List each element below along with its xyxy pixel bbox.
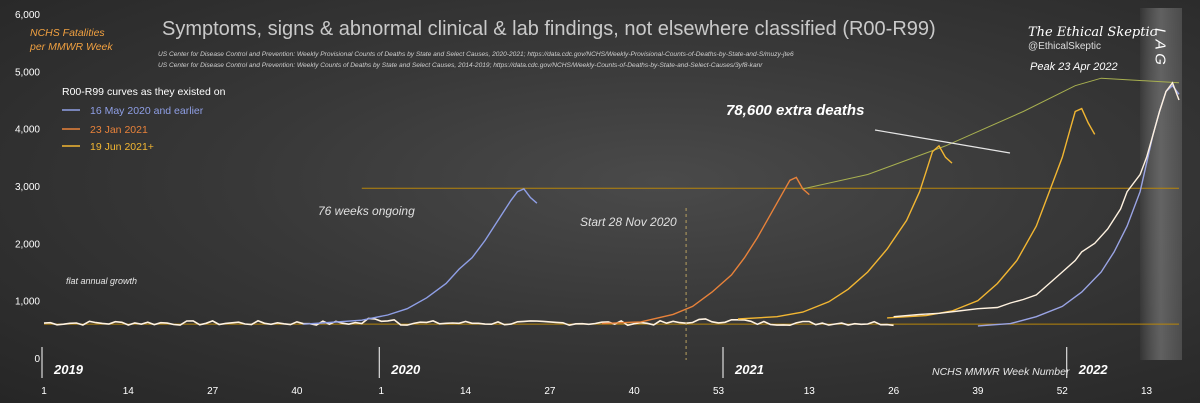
extra-deaths-pointer <box>874 129 1011 154</box>
x-tick-label: 52 <box>1057 386 1069 397</box>
y-axis: 0 1,000 2,000 3,000 4,000 5,000 6,000 <box>15 10 40 365</box>
legend-title: R00-R99 curves as they existed on <box>62 86 226 98</box>
reference-lines <box>44 77 1180 325</box>
x-tick-label: 26 <box>888 386 900 397</box>
x-tick-label: 40 <box>291 386 303 397</box>
brand-name: The Ethical Skeptic <box>1028 25 1158 40</box>
trend-line <box>802 77 1180 190</box>
x-tick-label: 1 <box>378 386 384 397</box>
source-line-2: US Center for Disease Control and Preven… <box>158 62 763 69</box>
lag-band <box>1140 8 1182 360</box>
chart-title: Symptoms, signs & abnormal clinical & la… <box>162 18 936 40</box>
series-line-1 <box>303 188 538 325</box>
legend-entry-3: 19 Jun 2021+ <box>90 141 154 153</box>
year-label: 2022 <box>1078 362 1109 377</box>
x-tick-label: 13 <box>1141 386 1153 397</box>
start-annotation: Start 28 Nov 2020 <box>580 215 677 229</box>
x-tick-label: 39 <box>972 386 984 397</box>
y-axis-label-2: per MMWR Week <box>29 41 113 53</box>
x-axis-label: NCHS MMWR Week Number <box>932 366 1070 378</box>
source-line-1: US Center for Disease Control and Preven… <box>158 51 794 58</box>
y-tick-label: 3,000 <box>15 182 40 193</box>
series-line-4 <box>887 107 1096 319</box>
baseline-line <box>43 317 894 327</box>
y-tick-label: 5,000 <box>15 67 40 78</box>
x-tick-label: 53 <box>713 386 725 397</box>
x-tick-label: 40 <box>629 386 641 397</box>
peak-annotation: Peak 23 Apr 2022 <box>1030 61 1118 73</box>
flat-growth-annotation: flat annual growth <box>66 276 137 286</box>
series-line-3 <box>737 144 953 320</box>
x-tick-label: 14 <box>460 386 472 397</box>
series-line-2 <box>601 176 810 325</box>
series-line-6 <box>893 81 1180 318</box>
y-tick-label: 4,000 <box>15 125 40 136</box>
weeks-ongoing-annotation: 76 weeks ongoing <box>318 204 415 218</box>
brand-handle: @EthicalSkeptic <box>1028 41 1101 52</box>
x-tick-label: 14 <box>123 386 135 397</box>
y-tick-label: 1,000 <box>15 297 40 308</box>
legend: R00-R99 curves as they existed on 16 May… <box>62 86 226 153</box>
y-axis-label-1: NCHS Fatalities <box>30 27 105 39</box>
series-group <box>303 81 1180 327</box>
extra-deaths-annotation: 78,600 extra deaths <box>726 102 864 119</box>
x-tick-label: 1 <box>41 386 47 397</box>
y-tick-label: 2,000 <box>15 239 40 250</box>
legend-entry-2: 23 Jan 2021 <box>90 124 148 136</box>
y-tick-label: 0 <box>34 354 40 365</box>
year-label: 2021 <box>734 362 764 377</box>
year-label: 2019 <box>53 362 84 377</box>
x-axis: 1 14 27 40 1 14 27 40 53 13 26 39 52 13 2019 2020 2021 20… <box>41 347 1153 397</box>
y-tick-label: 6,000 <box>15 10 40 21</box>
x-tick-label: 13 <box>804 386 816 397</box>
x-tick-label: 27 <box>544 386 556 397</box>
year-label: 2020 <box>390 362 421 377</box>
baseline-curve <box>43 317 894 327</box>
lag-label: L A G <box>1152 28 1169 65</box>
legend-entry-1: 16 May 2020 and earlier <box>90 105 204 117</box>
x-tick-label: 27 <box>207 386 219 397</box>
